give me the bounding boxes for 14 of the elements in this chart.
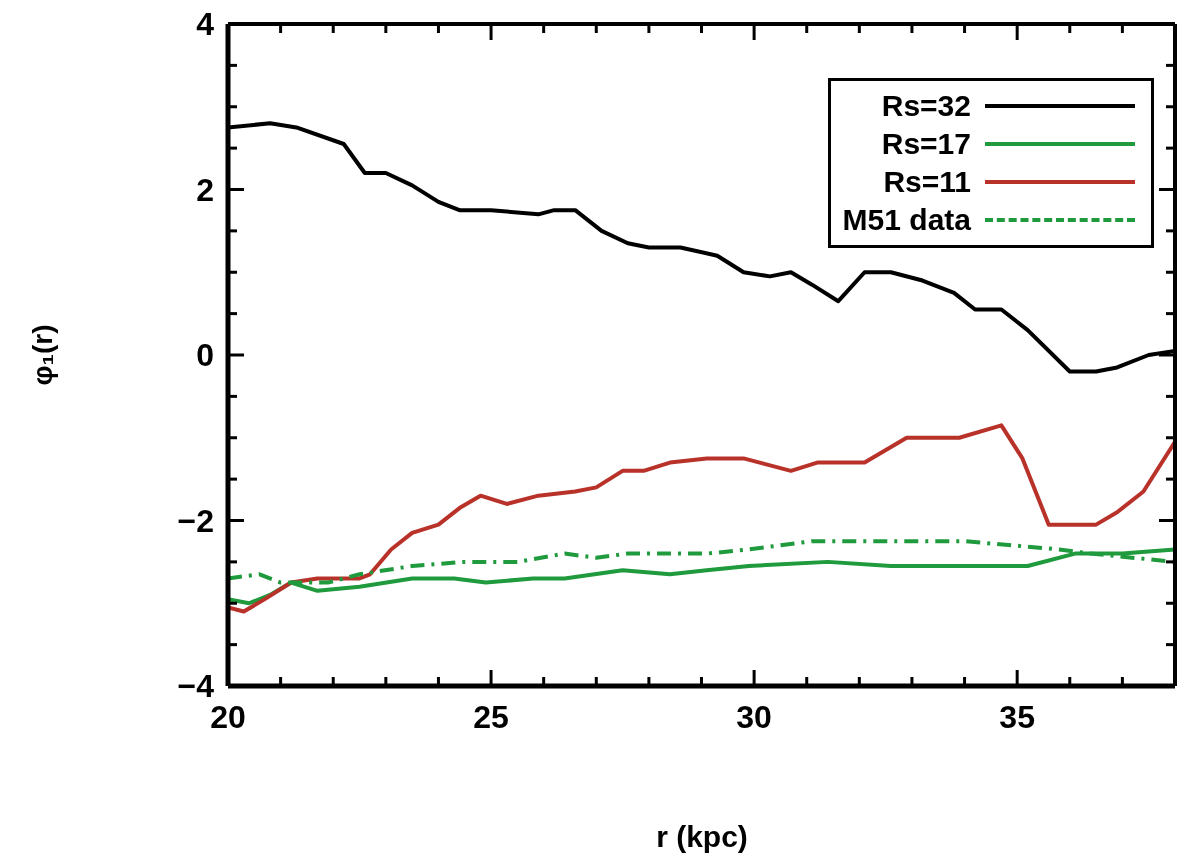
x-tick-label: 25 xyxy=(473,699,509,735)
x-axis-title: r (kpc) xyxy=(655,820,749,854)
y-tick-label: −2 xyxy=(177,502,214,539)
x-tick-label: 30 xyxy=(736,699,772,735)
x-tick-label: 35 xyxy=(999,699,1035,735)
y-tick-label: 0 xyxy=(196,337,214,373)
line-series xyxy=(228,423,1175,614)
legend-label: Rs=11 xyxy=(883,164,971,200)
legend-label: Rs=32 xyxy=(881,88,971,124)
y-axis-title: φ₁(r) xyxy=(27,323,59,386)
legend-label: M51 data xyxy=(842,202,971,238)
legend-label: Rs=17 xyxy=(881,126,971,162)
y-tick-label: 4 xyxy=(196,6,215,42)
y-tick-label: 2 xyxy=(196,171,214,208)
